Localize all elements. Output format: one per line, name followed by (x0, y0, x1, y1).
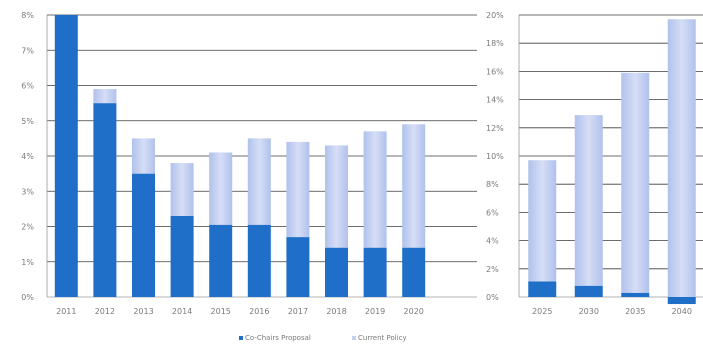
x-tick-label: 2030 (579, 307, 599, 316)
y-tick-label: 4% (486, 237, 499, 246)
y-tick-label: 2% (21, 223, 34, 232)
chart-right: 0% 2% 4% 6% 8% 10% 12% 14% 16% 18% 20% 2025 2030 2035… (486, 11, 703, 316)
bar-current-policy (247, 138, 271, 225)
bar-co-chairs (286, 237, 310, 297)
x-tick-label: 2019 (365, 307, 385, 316)
y-tick-label: 4% (21, 152, 34, 161)
y-tick-label: 20% (486, 11, 504, 20)
x-tick-label: 2018 (326, 307, 346, 316)
bar-co-chairs (247, 224, 271, 297)
y-tick-label: 18% (486, 39, 504, 48)
legend-label-co-chairs: Co-Chairs Proposal (245, 334, 311, 342)
y-tick-label: 8% (21, 11, 34, 20)
y-tick-label: 0% (21, 293, 34, 302)
y-tick-label: 16% (486, 67, 504, 76)
y-tick-label: 5% (21, 117, 34, 126)
y-tick-label: 0% (486, 293, 499, 302)
bar-current-policy (325, 145, 348, 248)
y-tick-label: 6% (21, 82, 34, 91)
y-tick-label: 8% (486, 180, 499, 189)
bar-co-chairs (402, 247, 426, 297)
x-tick-label: 2020 (404, 307, 424, 316)
bar-current-policy (209, 152, 233, 225)
y-tick-label: 12% (486, 124, 504, 133)
bar-current-policy (170, 163, 194, 216)
legend-swatch-co-chairs (239, 336, 243, 340)
legend-swatch-current-policy (352, 336, 356, 340)
x-tick-label: 2012 (95, 307, 115, 316)
bar-current-policy (286, 141, 310, 238)
y-tick-label: 6% (486, 208, 499, 217)
bar-current-policy (402, 124, 426, 248)
x-tick-label: 2014 (172, 307, 192, 316)
bar-co-chairs (621, 292, 650, 297)
y-tick-label: 14% (486, 96, 504, 105)
bar-co-chairs (170, 215, 194, 297)
x-tick-label: 2017 (288, 307, 308, 316)
bar-co-chairs (667, 297, 696, 305)
x-tick-label: 2013 (133, 307, 153, 316)
bar-current-policy (528, 160, 557, 282)
chart-left: 0% 1% 2% 3% 4% 5% 6% 7% 8% 2011 2012 2013 2014 2015 20… (21, 11, 477, 316)
x-tick-label: 2040 (672, 307, 692, 316)
x-tick-label: 2011 (56, 307, 76, 316)
bar-co-chairs (528, 281, 557, 297)
bar-current-policy (132, 138, 155, 174)
x-tick-label: 2015 (211, 307, 231, 316)
y-tick-label: 3% (21, 187, 34, 196)
bar-co-chairs (54, 15, 78, 297)
bar-co-chairs (93, 103, 117, 297)
bar-co-chairs (574, 285, 603, 297)
bar-current-policy (363, 131, 387, 248)
x-tick-label: 2025 (532, 307, 552, 316)
y-tick-label: 2% (486, 265, 499, 274)
legend-label-current-policy: Current Policy (358, 334, 407, 342)
bar-co-chairs (363, 247, 387, 297)
legend: Co-Chairs Proposal Current Policy (239, 334, 407, 342)
y-tick-label: 1% (21, 258, 34, 267)
bar-current-policy (93, 89, 117, 104)
x-tick-label: 2016 (249, 307, 269, 316)
bar-current-policy (667, 19, 696, 297)
bar-co-chairs (325, 247, 348, 297)
x-tick-label: 2035 (625, 307, 645, 316)
bar-current-policy (574, 115, 603, 286)
bar-co-chairs (209, 224, 233, 297)
y-tick-label: 10% (486, 152, 504, 161)
bar-current-policy (621, 72, 650, 293)
y-tick-label: 7% (21, 46, 34, 55)
bar-co-chairs (132, 173, 155, 297)
